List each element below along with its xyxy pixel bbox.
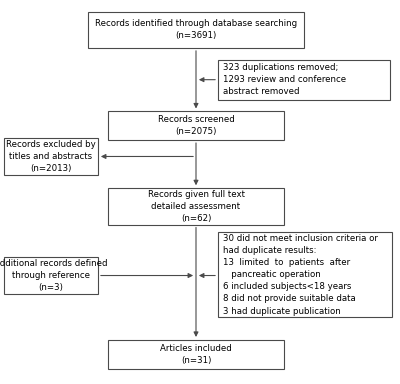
FancyBboxPatch shape bbox=[4, 257, 98, 294]
Text: Additional records defined
through reference
(n=3): Additional records defined through refer… bbox=[0, 259, 108, 292]
FancyBboxPatch shape bbox=[218, 60, 390, 100]
FancyBboxPatch shape bbox=[88, 12, 304, 48]
Text: 323 duplications removed;
1293 review and conference
abstract removed: 323 duplications removed; 1293 review an… bbox=[223, 63, 346, 96]
FancyBboxPatch shape bbox=[218, 232, 392, 317]
Text: Records identified through database searching
(n=3691): Records identified through database sear… bbox=[95, 19, 297, 40]
Text: Records screened
(n=2075): Records screened (n=2075) bbox=[158, 115, 234, 136]
FancyBboxPatch shape bbox=[108, 188, 284, 225]
Text: Articles included
(n=31): Articles included (n=31) bbox=[160, 344, 232, 365]
Text: Records given full text
detailed assessment
(n=62): Records given full text detailed assessm… bbox=[148, 190, 244, 223]
Text: Records excluded by
titles and abstracts
(n=2013): Records excluded by titles and abstracts… bbox=[6, 140, 96, 173]
Text: 30 did not meet inclusion criteria or
had duplicate results:
13  limited  to  pa: 30 did not meet inclusion criteria or ha… bbox=[223, 233, 378, 316]
FancyBboxPatch shape bbox=[4, 138, 98, 175]
FancyBboxPatch shape bbox=[108, 340, 284, 369]
FancyBboxPatch shape bbox=[108, 111, 284, 140]
